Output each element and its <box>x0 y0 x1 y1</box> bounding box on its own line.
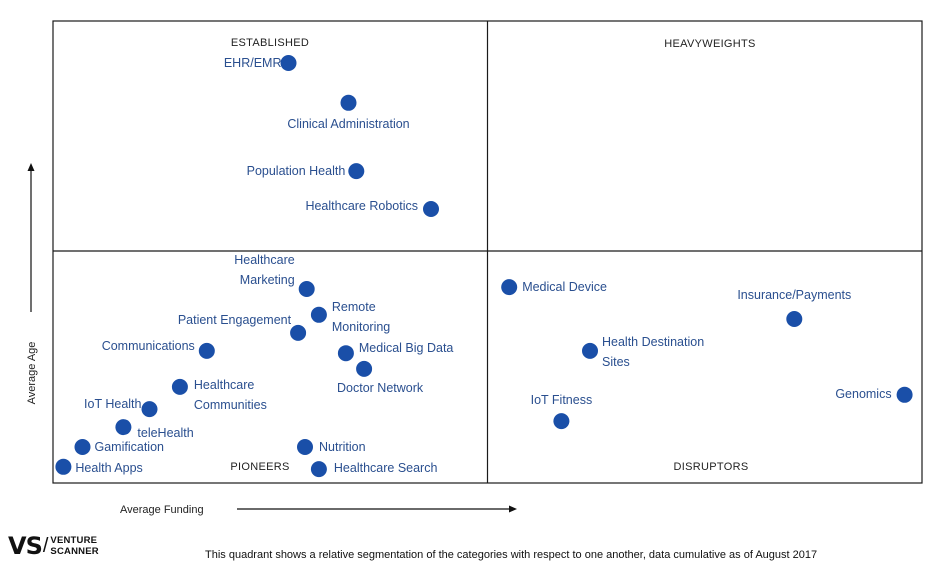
label-nutrition: Nutrition <box>319 440 366 454</box>
label-medical-device: Medical Device <box>522 280 607 294</box>
point-insurance-payments <box>786 311 803 327</box>
point-remote-monitoring <box>310 306 327 323</box>
point-healthcare-marketing <box>298 281 315 297</box>
venture-scanner-logo: VS / VENTURE SCANNER <box>8 534 99 558</box>
label-healthcare-search: Healthcare Search <box>334 461 438 475</box>
label-clinical-administration: Clinical Administration <box>287 117 409 131</box>
label-genomics: Genomics <box>835 387 891 401</box>
point-medical-big-data <box>337 345 354 362</box>
quadrant-label-heavyweights: HEAVYWEIGHTS <box>664 38 755 50</box>
point-healthcare-search <box>310 461 327 478</box>
label-iot-fitness: IoT Fitness <box>531 393 593 407</box>
label-telehealth: teleHealth <box>137 426 193 440</box>
label-insurance-payments: Insurance/Payments <box>737 288 851 302</box>
label-health-destination-sites: Health Destination Sites <box>602 335 704 369</box>
label-doctor-network: Doctor Network <box>337 381 424 395</box>
label-gamification: Gamification <box>95 440 165 454</box>
x-axis-title: Average Funding <box>120 504 204 516</box>
point-healthcare-robotics <box>423 201 439 217</box>
quadrant-label-pioneers: PIONEERS <box>230 461 289 473</box>
x-axis-arrowhead <box>509 505 517 513</box>
point-population-health <box>348 163 365 180</box>
label-healthcare-robotics: Healthcare Robotics <box>305 199 418 213</box>
point-genomics <box>896 386 913 403</box>
logo-wordmark: VENTURE SCANNER <box>50 535 98 557</box>
point-communications <box>198 342 215 359</box>
point-health-destination-sites <box>582 342 598 359</box>
label-healthcare-communities: Healthcare Communities <box>194 378 267 412</box>
point-iot-fitness <box>553 413 570 430</box>
footnote: This quadrant shows a relative segmentat… <box>205 549 818 561</box>
point-nutrition <box>297 439 313 455</box>
logo-line-2: SCANNER <box>50 546 99 557</box>
label-population-health: Population Health <box>247 164 346 178</box>
label-health-apps: Health Apps <box>75 461 142 475</box>
point-doctor-network <box>356 360 373 377</box>
label-remote-monitoring: Remote Monitoring <box>332 300 390 334</box>
point-health-apps <box>55 458 72 475</box>
label-patient-engagement: Patient Engagement <box>178 313 292 327</box>
point-clinical-administration <box>340 94 357 111</box>
label-healthcare-marketing: Healthcare Marketing <box>234 253 294 287</box>
label-ehr-emr: EHR/EMR <box>224 56 282 70</box>
logo-mark: VS <box>8 532 43 560</box>
quadrant-chart: ESTABLISHED HEAVYWEIGHTS PIONEERS DISRUP… <box>26 20 923 516</box>
logo-slash-icon: / <box>42 535 49 557</box>
point-patient-engagement <box>290 324 307 341</box>
label-iot-health: IoT Health <box>84 397 141 411</box>
point-healthcare-communities <box>171 378 188 395</box>
point-medical-device <box>501 279 518 296</box>
y-axis-arrowhead <box>27 163 35 171</box>
point-ehr-emr <box>280 55 297 71</box>
point-iot-health <box>141 401 158 418</box>
label-medical-big-data: Medical Big Data <box>359 341 454 355</box>
point-telehealth <box>115 419 132 436</box>
quadrant-label-established: ESTABLISHED <box>231 37 309 49</box>
logo-line-1: VENTURE <box>50 535 98 546</box>
data-points: EHR/EMR Clinical Administration Population… <box>55 55 913 478</box>
label-communications: Communications <box>102 339 195 353</box>
point-gamification <box>74 439 91 455</box>
y-axis-title: Average Age <box>26 342 38 405</box>
quadrant-label-disruptors: DISRUPTORS <box>674 461 749 473</box>
